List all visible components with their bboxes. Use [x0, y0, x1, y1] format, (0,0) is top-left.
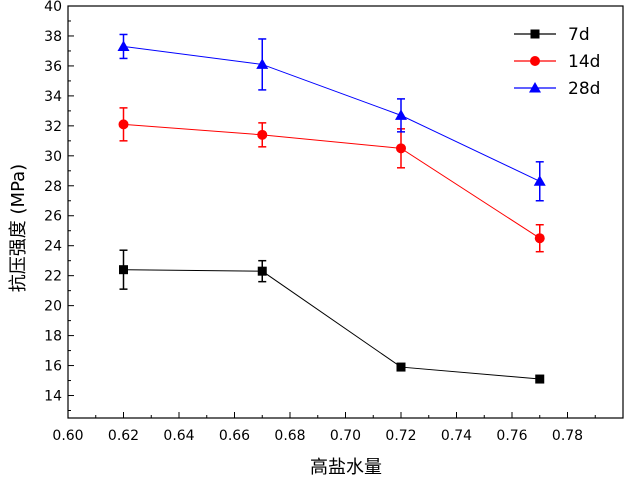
data-point-28d	[117, 40, 130, 51]
y-tick-label: 26	[44, 209, 62, 225]
axis-ticks: 0.60 0.62 0.64 0.66 0.68 0.70 0.72 0.74 0.76 0.78…	[44, 0, 596, 444]
axes-frame	[67, 5, 624, 419]
data-point-14d	[257, 129, 268, 140]
y-tick-label: 18	[44, 329, 62, 345]
series-line-7d	[123, 269, 540, 380]
y-tick-label: 20	[44, 299, 62, 315]
y-tick-label: 22	[44, 269, 62, 285]
data-point-28d	[395, 109, 407, 120]
legend-label-14d: 14d	[568, 52, 600, 72]
data-point-7d	[257, 266, 267, 276]
x-tick-label: 0.68	[274, 428, 305, 444]
x-tick-label: 0.70	[330, 428, 361, 444]
y-tick-label: 28	[44, 179, 62, 195]
series-line-14d	[123, 123, 541, 239]
x-tick-label: 0.62	[108, 428, 139, 444]
x-tick-label: 0.64	[163, 428, 194, 444]
x-tick-label: 0.74	[441, 428, 472, 444]
y-tick-label: 16	[44, 359, 62, 375]
legend-label-7d: 7d	[568, 25, 590, 45]
y-tick-label: 34	[44, 89, 62, 105]
y-tick-label: 36	[44, 59, 62, 75]
y-tick-label: 40	[44, 0, 62, 15]
x-axis-title: 高盐水量	[310, 457, 382, 478]
plot-marks	[117, 33, 546, 384]
data-point-7d	[119, 265, 128, 275]
y-axis-title: 抗压强度 (MPa)	[8, 164, 29, 292]
plot-frame	[67, 5, 624, 419]
data-point-28d	[256, 58, 269, 69]
y-tick-label: 30	[44, 149, 62, 165]
legend-marker-7d	[530, 29, 540, 39]
legend-marker-14d	[530, 56, 540, 66]
data-point-14d	[396, 143, 406, 154]
legend: 7d 14d 28d	[514, 25, 600, 99]
y-tick-label: 38	[44, 29, 62, 45]
data-point-14d	[118, 119, 129, 130]
legend-marker-28d	[529, 82, 541, 93]
data-point-28d	[533, 175, 546, 186]
data-point-7d	[535, 374, 545, 384]
x-tick-label: 0.72	[385, 428, 416, 444]
y-tick-label: 32	[44, 119, 62, 135]
data-point-14d	[534, 233, 545, 244]
x-tick-label: 0.76	[496, 428, 527, 444]
series-line-28d	[123, 45, 540, 182]
y-tick-label: 24	[44, 239, 62, 255]
x-tick-label: 0.66	[219, 428, 250, 444]
legend-label-28d: 28d	[568, 79, 600, 99]
x-tick-label: 0.78	[552, 428, 583, 444]
data-point-7d	[396, 362, 406, 372]
x-tick-label: 0.60	[52, 428, 83, 444]
y-tick-label: 14	[44, 389, 62, 405]
